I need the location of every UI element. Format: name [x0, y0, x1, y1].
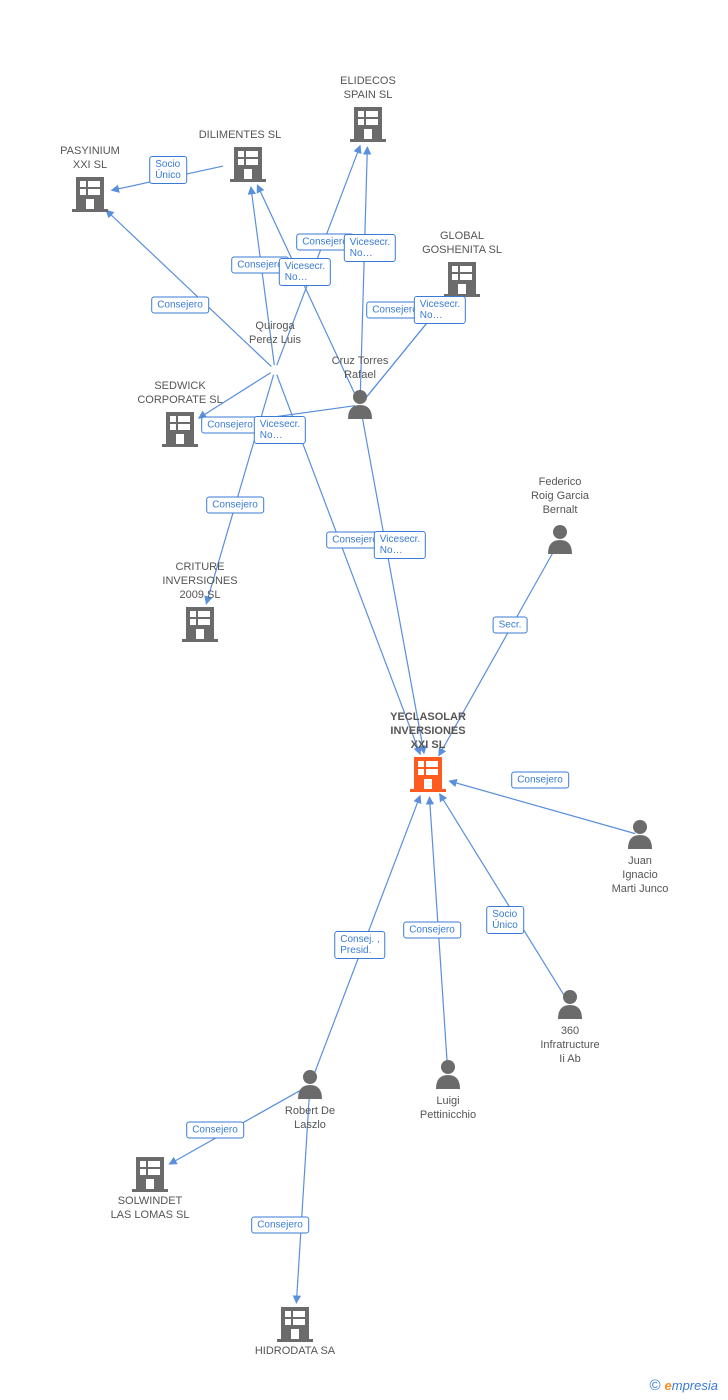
- edge-label: Consejero: [201, 417, 259, 434]
- company-node[interactable]: [350, 107, 386, 142]
- edge: [106, 210, 271, 366]
- node-label: SEDWICK CORPORATE SL: [137, 380, 222, 408]
- brand-name: empresia: [665, 1378, 718, 1393]
- company-node[interactable]: [72, 177, 108, 212]
- node-label: Robert De Laszlo: [285, 1105, 335, 1133]
- edge-label: Vicesecr. No…: [344, 234, 396, 262]
- node-label: HIDRODATA SA: [255, 1345, 335, 1359]
- edge: [440, 794, 568, 1001]
- edge: [361, 410, 424, 753]
- edge-label: Consejero: [403, 922, 461, 939]
- person-node[interactable]: [298, 1070, 322, 1099]
- node-label: GLOBAL GOSHENITA SL: [422, 230, 502, 258]
- watermark: © empresia: [649, 1377, 718, 1394]
- diagram-canvas: [0, 0, 728, 1400]
- person-node[interactable]: [558, 990, 582, 1019]
- edge-label: Consejero: [186, 1122, 244, 1139]
- company-node[interactable]: [182, 607, 218, 642]
- node-label: ELIDECOS SPAIN SL: [340, 75, 396, 103]
- edge-label: Consejero: [206, 497, 264, 514]
- edge-label: Consejero: [511, 772, 569, 789]
- node-label: Cruz Torres Rafael: [332, 355, 389, 383]
- edge-label: Consejero: [151, 297, 209, 314]
- node-label: SOLWINDET LAS LOMAS SL: [111, 1195, 190, 1223]
- node-label: 360 Infratructure Ii Ab: [540, 1025, 599, 1066]
- person-node[interactable]: [548, 525, 572, 554]
- edge-label: Vicesecr. No…: [279, 258, 331, 286]
- edge-label: Secr.: [493, 617, 528, 634]
- copyright-symbol: ©: [649, 1377, 660, 1394]
- node-label: Juan Ignacio Marti Junco: [612, 855, 669, 896]
- edge-label: Consej. , Presid.: [334, 931, 385, 959]
- edge-label: Vicesecr. No…: [254, 416, 306, 444]
- edge-label: Socio Único: [149, 156, 187, 184]
- edge-label: Socio Único: [486, 906, 524, 934]
- node-label: PASYINIUM XXI SL: [60, 145, 120, 173]
- edge-label: Vicesecr. No…: [414, 296, 466, 324]
- company-node[interactable]: [162, 412, 198, 447]
- node-label: CRITURE INVERSIONES 2009 SL: [162, 561, 237, 602]
- person-node[interactable]: [436, 1060, 460, 1089]
- person-node[interactable]: [628, 820, 652, 849]
- node-label: Quiroga Perez Luis: [249, 320, 301, 348]
- node-label: Luigi Pettinicchio: [420, 1095, 476, 1123]
- edge: [449, 781, 635, 834]
- edge-label: Consejero: [251, 1217, 309, 1234]
- company-node[interactable]: [444, 262, 480, 297]
- company-node[interactable]: [132, 1157, 168, 1192]
- node-label: Federico Roig Garcia Bernalt: [531, 476, 589, 517]
- edge-label: Vicesecr. No…: [374, 531, 426, 559]
- node-label: DILIMENTES SL: [199, 129, 282, 143]
- company-node[interactable]: [277, 1307, 313, 1342]
- company-node[interactable]: [230, 147, 266, 182]
- node-label: YECLASOLAR INVERSIONES XXI SL: [390, 711, 466, 752]
- company-node[interactable]: [410, 757, 446, 792]
